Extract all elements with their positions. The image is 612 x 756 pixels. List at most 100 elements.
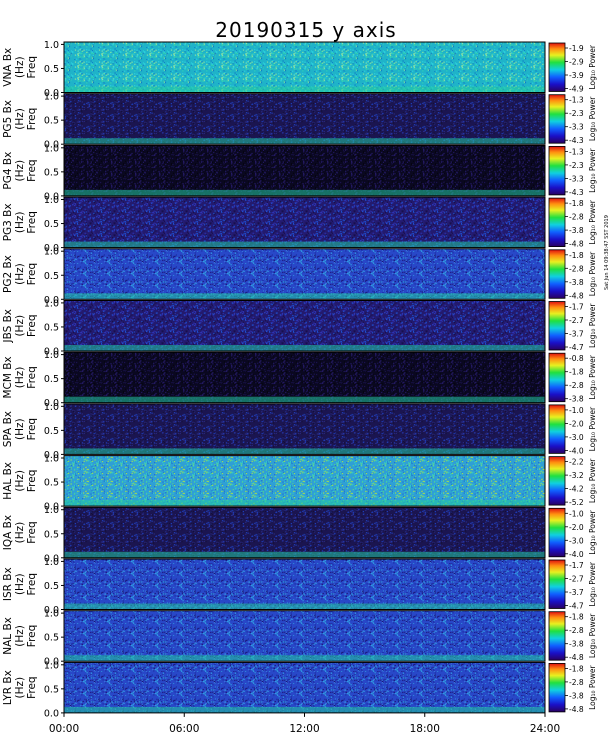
colorbar-tick-label: -4.8 [569,705,584,714]
colorbar-tick-label: -1.7 [569,303,584,312]
y-tick-label: 0.5 [44,684,59,695]
colorbar-tick-label: -3.8 [569,395,584,404]
panel-frame [63,196,546,249]
panel-spa: 0.0 0.5 1.0 SPA Bx (Hz) Freq -1.0 -2.0 -3.0 -4.0 L… [2,402,597,461]
y-tick-label: 0.5 [44,529,59,540]
colorbar-tick-label: -2.2 [569,458,584,467]
station-label: VNA Bx [2,48,14,87]
axis-label: (Hz) [14,522,26,544]
time-axis: 00:00 06:00 12:00 18:00 24:00 [49,712,560,735]
panel-frame [63,41,546,93]
colorbar-tick-label: -3.7 [569,588,584,597]
colorbar-tick-label: -3.0 [569,536,584,545]
colorbar-tick-label: -1.3 [569,147,584,156]
panel-pg5: 0.0 0.5 1.0 PG5 Bx (Hz) Freq -1.3 -2.3 -3.3 -4.3 L… [2,92,597,151]
spectrogram-iqa [64,507,545,558]
y-tick-label: 1.0 [44,454,59,465]
colorbar-tick-label: -2.8 [569,264,584,273]
colorbar-label: Log₁₀ Power [588,354,597,399]
y-tick-label: 1.0 [44,660,59,671]
colorbar-tick-label: -2.8 [569,626,584,635]
colorbar-tick-label: -0.8 [569,354,584,363]
panel-vna: 0.0 0.5 1.0 VNA Bx (Hz) Freq -1.9 -2.9 -3.9 -4.9 L… [2,40,597,99]
colorbar [548,559,566,609]
colorbar-label: Log₁₀ Power [588,509,597,554]
low-frequency-band [64,655,545,662]
station-label: PG3 Bx [2,203,14,241]
colorbar-tick-label: -1.8 [569,664,584,673]
x-tick-label: 00:00 [49,723,79,735]
low-frequency-band [64,345,545,351]
station-label: ISR Bx [2,567,14,601]
colorbar-label: Log₁₀ Power [588,303,597,348]
colorbar-tick-label: -1.3 [569,96,584,105]
axis-label: (Hz) [14,367,26,389]
spectrogram-lyr [64,662,545,713]
x-tick-label: 12:00 [289,723,319,735]
colorbar-tick-label: -2.7 [569,575,584,584]
axis-label: Freq [26,263,38,286]
colorbar-tick-label: -3.9 [569,71,584,80]
station-label: LYR Bx [2,670,14,705]
y-tick-label: 0.0 [44,708,59,719]
station-label: SPA Bx [2,411,14,447]
spectrogram-spa [64,403,545,455]
station-label: JBS Bx [2,309,14,344]
y-tick-label: 0.5 [44,116,59,127]
y-tick-label: 0.5 [44,322,59,333]
colorbar-tick-label: -2.0 [569,523,584,532]
y-tick-label: 1.0 [44,350,59,361]
colorbar-tick-label: -2.3 [569,109,584,118]
x-tick-label: 06:00 [169,723,199,735]
colorbar-tick-label: -4.8 [569,653,584,662]
axis-label: Freq [26,418,38,441]
y-tick-label: 1.0 [44,143,59,154]
colorbar-label: Log₁₀ Power [588,665,597,710]
colorbar-tick-label: -1.8 [569,613,584,622]
y-tick-label: 0.5 [44,374,59,385]
x-tick-label: 24:00 [530,723,560,735]
y-tick-label: 0.5 [44,633,59,644]
station-label: HAL Bx [2,462,14,500]
y-tick-label: 0.0 [44,502,59,513]
colorbar-tick-label: -2.0 [569,419,584,428]
axis-label: Freq [26,108,38,131]
colorbar [548,301,566,351]
spectrogram-pg5 [64,93,545,145]
axis-label: (Hz) [14,160,26,182]
y-tick-label: 0.0 [44,450,59,461]
y-tick-label: 1.0 [44,402,59,413]
colorbar-label: Log₁₀ Power [588,458,597,503]
spectrogram-pg3 [64,197,545,248]
panel-frame [63,144,546,197]
station-label: MCM Bx [2,356,14,398]
low-frequency-band [64,138,545,145]
colorbar [548,663,566,713]
colorbar [548,145,566,196]
colorbar-tick-label: -2.9 [569,58,584,67]
axis-label: Freq [26,470,38,493]
colorbar [548,42,566,92]
y-tick-label: 0.0 [44,605,59,616]
y-tick-label: 0.5 [44,478,59,489]
axis-label: (Hz) [14,418,26,440]
panel-hal: 0.0 0.5 1.0 HAL Bx (Hz) Freq -2.2 -3.2 -4.2 -5.2 L… [2,454,597,513]
colorbar-tick-label: -3.8 [569,640,584,649]
colorbar-tick-label: -4.0 [569,446,584,455]
panel-pg4: 0.0 0.5 1.0 PG4 Bx (Hz) Freq -1.3 -2.3 -3.3 -4.3 L… [2,143,597,202]
panel-lyr: 0.0 0.5 1.0 LYR Bx (Hz) Freq -1.8 -2.8 -3.8 -4.8 L… [2,660,597,719]
colorbar-tick-label: -4.7 [569,602,584,611]
low-frequency-band [64,396,545,403]
y-tick-label: 1.0 [44,195,59,206]
axis-label: (Hz) [14,677,26,699]
axis-label: (Hz) [14,56,26,78]
colorbar-label: Log₁₀ Power [588,561,597,606]
spectrogram-mcm [64,352,545,403]
y-tick-label: 1.0 [44,505,59,516]
y-tick-label: 0.0 [44,398,59,409]
colorbar-label: Log₁₀ Power [588,251,597,296]
colorbar-tick-label: -4.2 [569,485,584,494]
axis-label: Freq [26,521,38,544]
axis-label: Freq [26,159,38,182]
